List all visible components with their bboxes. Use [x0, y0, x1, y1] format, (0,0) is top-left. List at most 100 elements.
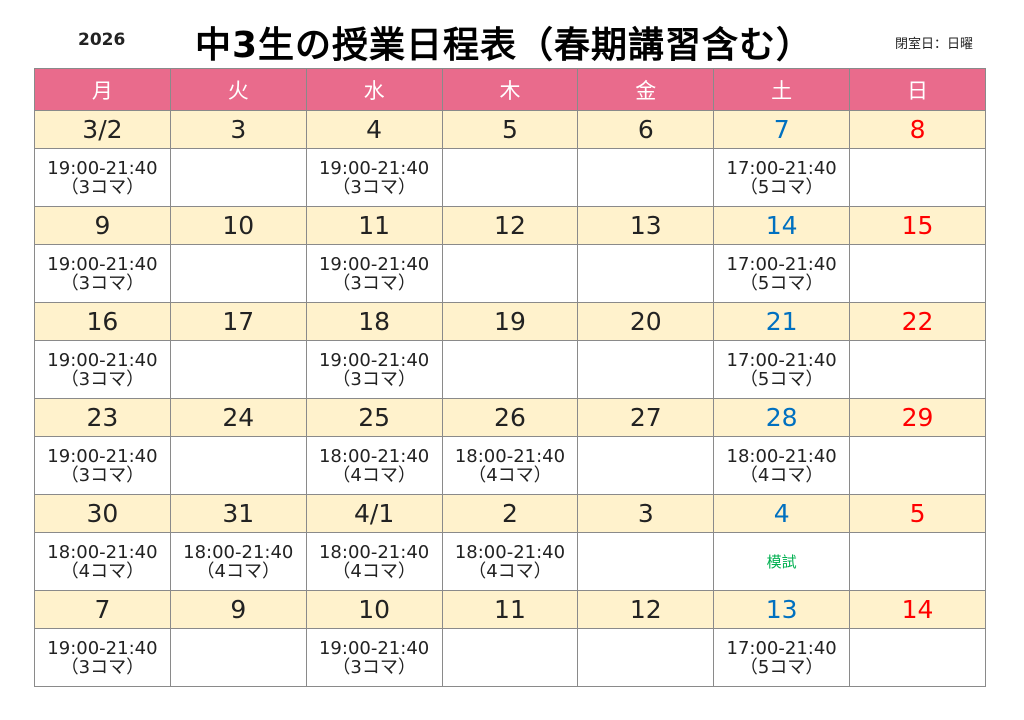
schedule-cell: 18:00-21:40 （4コマ） — [169, 532, 307, 591]
date-cell: 18 — [305, 302, 443, 341]
schedule-cell — [849, 436, 986, 495]
class-time: 19:00-21:40 — [47, 253, 158, 275]
date-cell: 10 — [169, 206, 307, 245]
class-time: 18:00-21:40 — [726, 445, 837, 467]
date-cell: 8 — [849, 110, 986, 149]
class-time: 17:00-21:40 — [726, 637, 837, 659]
class-time: 19:00-21:40 — [318, 349, 430, 371]
date-row: 3/2 3 4 5 6 7 8 — [34, 110, 986, 149]
weekday-header: 月 — [34, 68, 171, 111]
class-time: 19:00-21:40 — [318, 157, 430, 179]
date-cell: 5 — [849, 494, 986, 533]
schedule-cell — [577, 148, 715, 207]
schedule-cell: 18:00-21:40 （4コマ） — [441, 436, 579, 495]
weekday-header: 土 — [713, 68, 851, 111]
class-time: 18:00-21:40 — [318, 445, 430, 467]
date-cell: 19 — [441, 302, 579, 341]
period-count: （4コマ） — [468, 560, 552, 582]
date-cell: 17 — [169, 302, 307, 341]
schedule-cell — [577, 244, 715, 303]
schedule-row: 18:00-21:40 （4コマ） 18:00-21:40 （4コマ） 18:00-21… — [34, 532, 986, 591]
period-count: （3コマ） — [332, 272, 416, 294]
period-count: （5コマ） — [739, 272, 824, 294]
closed-day-note: 閉室日：日曜 — [895, 37, 974, 52]
period-count: （3コマ） — [60, 176, 145, 198]
schedule-cell — [169, 148, 307, 207]
date-cell: 7 — [713, 110, 851, 149]
date-cell: 28 — [713, 398, 851, 437]
schedule-cell: 18:00-21:40 （4コマ） — [305, 532, 443, 591]
date-row: 23 24 25 26 27 28 29 — [34, 398, 986, 437]
schedule-cell — [577, 340, 715, 399]
date-cell: 2 — [441, 494, 579, 533]
date-cell: 14 — [849, 590, 986, 629]
date-cell: 3 — [577, 494, 715, 533]
class-time: 19:00-21:40 — [318, 253, 430, 275]
schedule-cell: 18:00-21:40 （4コマ） — [713, 436, 851, 495]
weekday-header: 日 — [849, 68, 986, 111]
date-cell: 26 — [441, 398, 579, 437]
schedule-cell — [441, 244, 579, 303]
period-count: （4コマ） — [196, 560, 280, 582]
schedule-cell — [849, 532, 986, 591]
schedule-cell — [577, 628, 715, 687]
weekday-header: 水 — [305, 68, 443, 111]
schedule-cell — [441, 628, 579, 687]
schedule-row: 19:00-21:40 （3コマ） 19:00-21:40 （3コマ） 17:00-21… — [34, 244, 986, 303]
period-count: （4コマ） — [332, 560, 416, 582]
date-row: 30 31 4/1 2 3 4 5 — [34, 494, 986, 533]
class-time: 18:00-21:40 — [318, 541, 430, 563]
date-cell: 11 — [305, 206, 443, 245]
weekday-header: 金 — [577, 68, 715, 111]
schedule-cell — [849, 628, 986, 687]
class-time: 19:00-21:40 — [47, 349, 158, 371]
date-cell: 10 — [305, 590, 443, 629]
period-count: （3コマ） — [60, 656, 145, 678]
period-count: （3コマ） — [60, 464, 145, 486]
schedule-cell: 18:00-21:40 （4コマ） — [305, 436, 443, 495]
schedule-cell: 19:00-21:40 （3コマ） — [34, 436, 171, 495]
period-count: （5コマ） — [739, 176, 824, 198]
schedule-cell: 17:00-21:40 （5コマ） — [713, 340, 851, 399]
schedule-cell — [577, 436, 715, 495]
schedule-cell: 19:00-21:40 （3コマ） — [305, 244, 443, 303]
date-cell: 9 — [169, 590, 307, 629]
schedule-cell: 18:00-21:40 （4コマ） — [441, 532, 579, 591]
date-cell: 3 — [169, 110, 307, 149]
schedule-row: 19:00-21:40 （3コマ） 19:00-21:40 （3コマ） 17:00-21… — [34, 340, 986, 399]
schedule-row: 19:00-21:40 （3コマ） 19:00-21:40 （3コマ） 17:00-21… — [34, 628, 986, 687]
date-cell: 6 — [577, 110, 715, 149]
date-cell: 21 — [713, 302, 851, 341]
period-count: （4コマ） — [332, 464, 416, 486]
schedule-cell: 19:00-21:40 （3コマ） — [305, 148, 443, 207]
period-count: （4コマ） — [468, 464, 552, 486]
date-row: 9 10 11 12 13 14 15 — [34, 206, 986, 245]
schedule-cell: 19:00-21:40 （3コマ） — [34, 340, 171, 399]
class-time: 17:00-21:40 — [726, 157, 837, 179]
date-cell: 25 — [305, 398, 443, 437]
date-cell: 12 — [577, 590, 715, 629]
schedule-cell: 19:00-21:40 （3コマ） — [305, 628, 443, 687]
period-count: （4コマ） — [739, 464, 824, 486]
schedule-cell — [169, 436, 307, 495]
date-cell: 12 — [441, 206, 579, 245]
date-cell: 27 — [577, 398, 715, 437]
class-time: 19:00-21:40 — [318, 637, 430, 659]
schedule-cell — [169, 340, 307, 399]
date-cell: 4 — [305, 110, 443, 149]
schedule-cell: 19:00-21:40 （3コマ） — [34, 244, 171, 303]
page-title: 中3生の授業日程表（春期講習含む） — [195, 25, 814, 66]
date-cell: 14 — [713, 206, 851, 245]
class-time: 18:00-21:40 — [454, 445, 566, 467]
date-cell: 23 — [34, 398, 171, 437]
mock-exam-note: 模試 — [766, 552, 797, 571]
class-time: 18:00-21:40 — [454, 541, 566, 563]
weekday-header: 木 — [441, 68, 579, 111]
period-count: （4コマ） — [60, 560, 145, 582]
date-row: 16 17 18 19 20 21 22 — [34, 302, 986, 341]
date-cell: 7 — [34, 590, 171, 629]
schedule-cell — [441, 340, 579, 399]
schedule-cell — [169, 628, 307, 687]
date-cell: 22 — [849, 302, 986, 341]
schedule-cell: 19:00-21:40 （3コマ） — [34, 148, 171, 207]
